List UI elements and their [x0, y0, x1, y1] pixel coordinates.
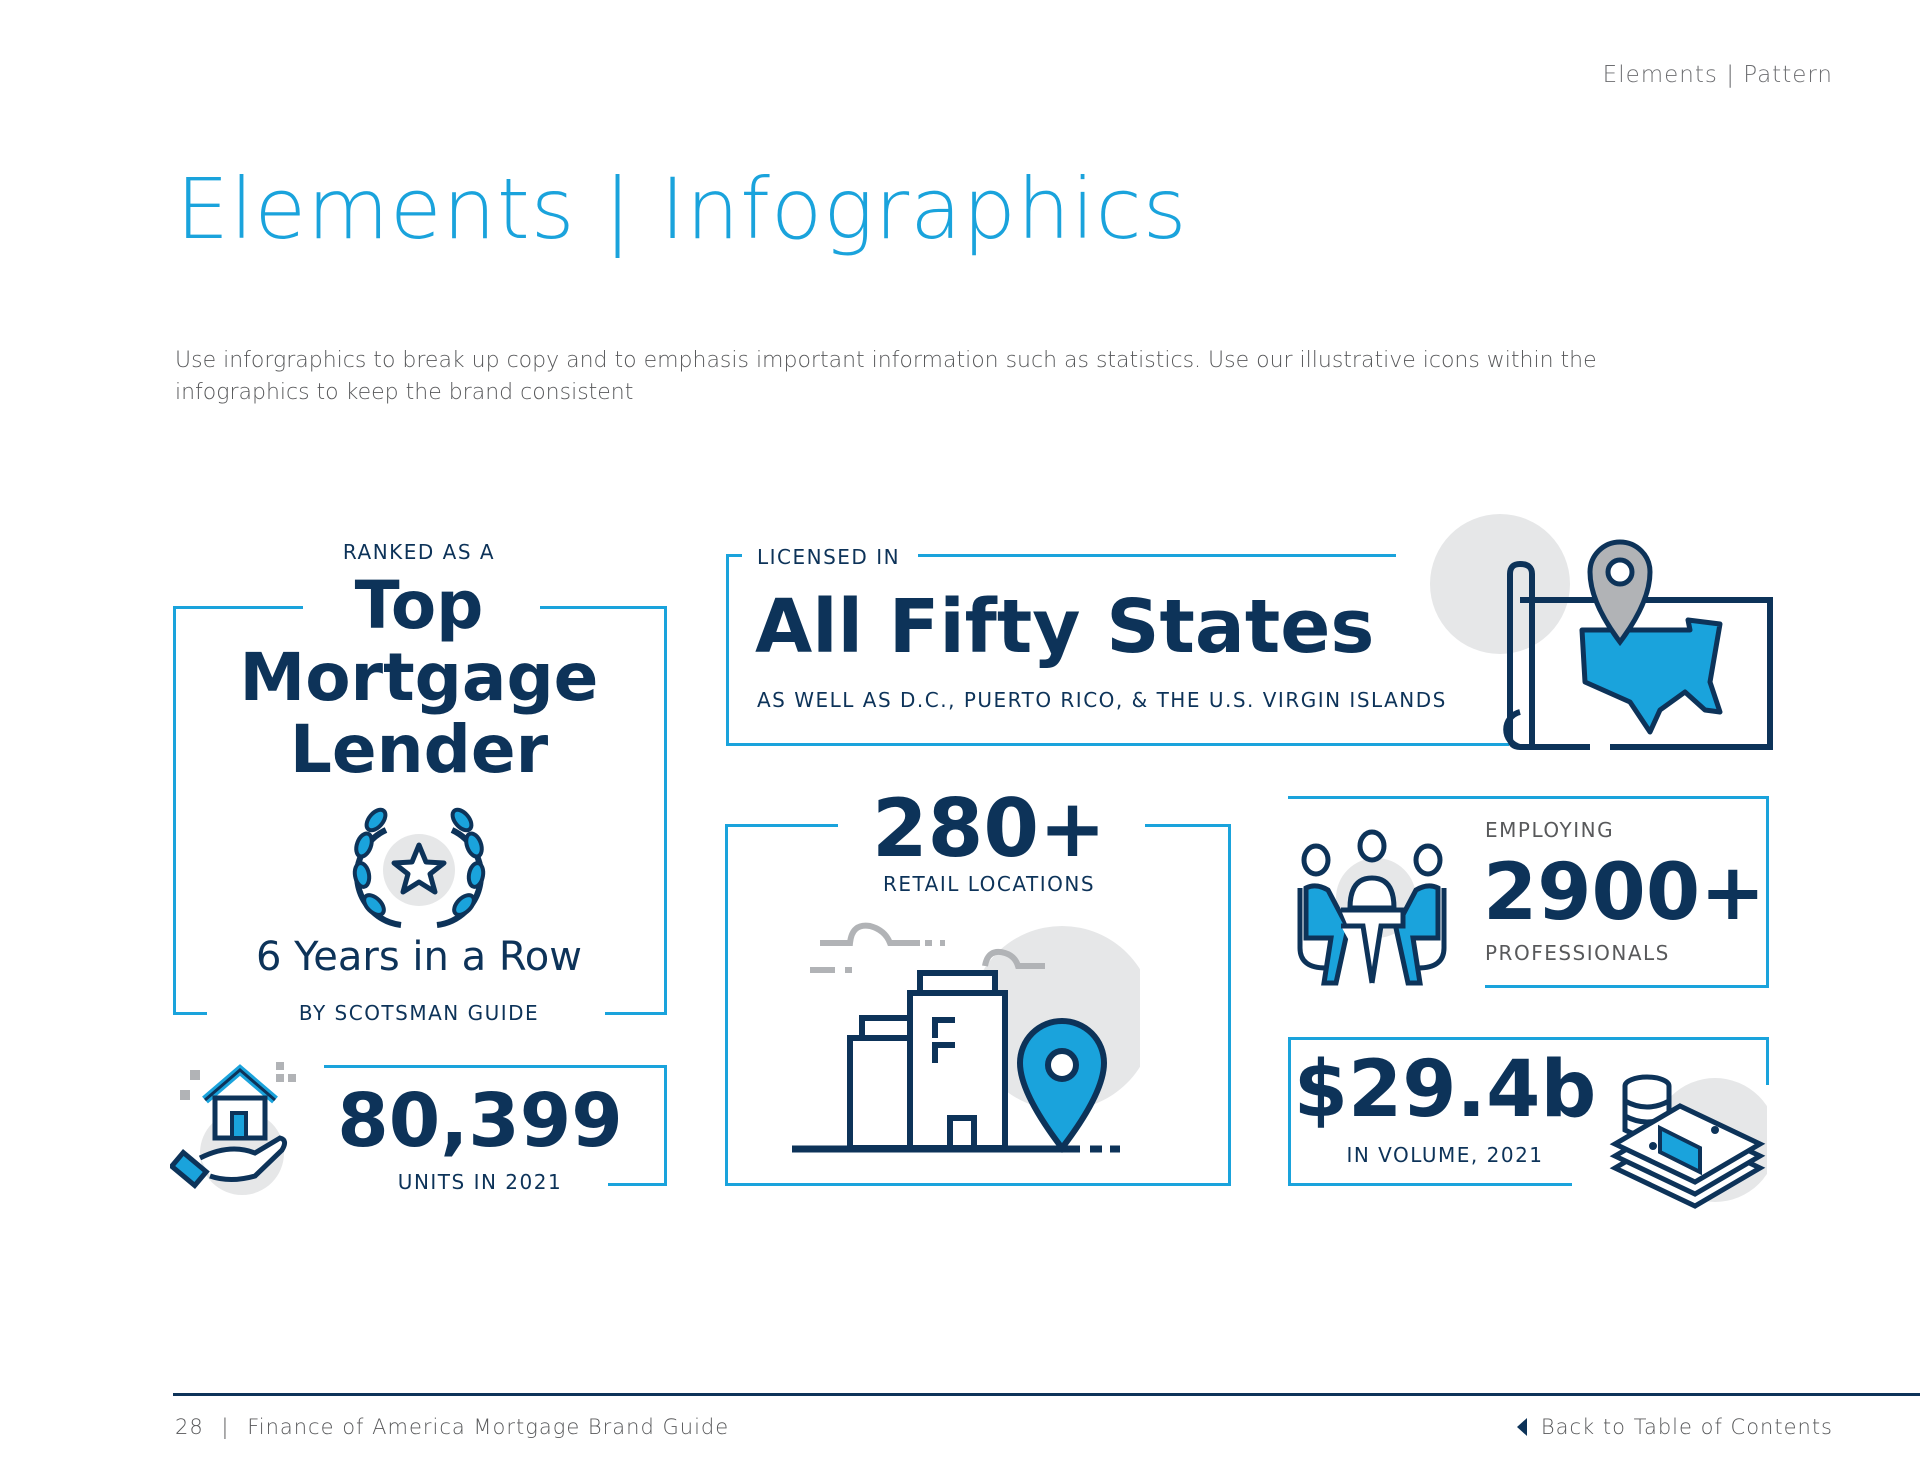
units-label: UNITS IN 2021 [397, 1170, 563, 1194]
footer-separator: | [221, 1415, 230, 1439]
licensed-value: All Fifty States [755, 584, 1375, 670]
footer-page-info: 28 | Finance of America Mortgage Brand G… [175, 1415, 729, 1439]
page-number: 28 [175, 1415, 204, 1439]
ranking-pre: RANKED AS A [342, 540, 496, 564]
section-header: Elements | Pattern [1602, 62, 1833, 88]
retail-value: 280+ [871, 782, 1107, 875]
ranking-streak: 6 Years in a Row [256, 934, 582, 980]
ranking-line3: Lender [289, 711, 549, 788]
guide-title: Finance of America Mortgage Brand Guide [247, 1415, 730, 1439]
page-title: Elements | Infographics [176, 160, 1188, 258]
ranking-line1: Top [354, 567, 484, 644]
ranking-source: BY SCOTSMAN GUIDE [298, 1001, 540, 1025]
employees-pre: EMPLOYING [1485, 818, 1615, 842]
licensed-sub: AS WELL AS D.C., PUERTO RICO, & THE U.S.… [757, 688, 1447, 712]
money-stack-icon [1609, 1074, 1767, 1209]
caret-left-icon [1516, 1418, 1527, 1436]
units-value: 80,399 [337, 1078, 623, 1164]
laurel-star-icon [352, 807, 486, 928]
back-to-toc-label: Back to Table of Contents [1540, 1415, 1833, 1439]
ranking-line2: Mortgage [239, 639, 599, 716]
building-pin-icon [792, 922, 1140, 1153]
employees-value: 2900+ [1483, 848, 1766, 938]
people-meeting-icon [1297, 829, 1447, 986]
volume-value: $29.4b [1293, 1045, 1597, 1135]
retail-label: RETAIL LOCATIONS [882, 872, 1096, 896]
back-to-toc-link[interactable]: Back to Table of Contents [1516, 1415, 1833, 1439]
us-map-pin-icon [1430, 514, 1773, 750]
footer-divider [173, 1393, 1920, 1396]
page-description: Use inforgraphics to break up copy and t… [175, 348, 1597, 405]
volume-label: IN VOLUME, 2021 [1346, 1143, 1544, 1167]
employees-label: PROFESSIONALS [1485, 941, 1670, 965]
house-in-hand-icon [170, 1062, 296, 1195]
licensed-pre: LICENSED IN [757, 545, 901, 569]
